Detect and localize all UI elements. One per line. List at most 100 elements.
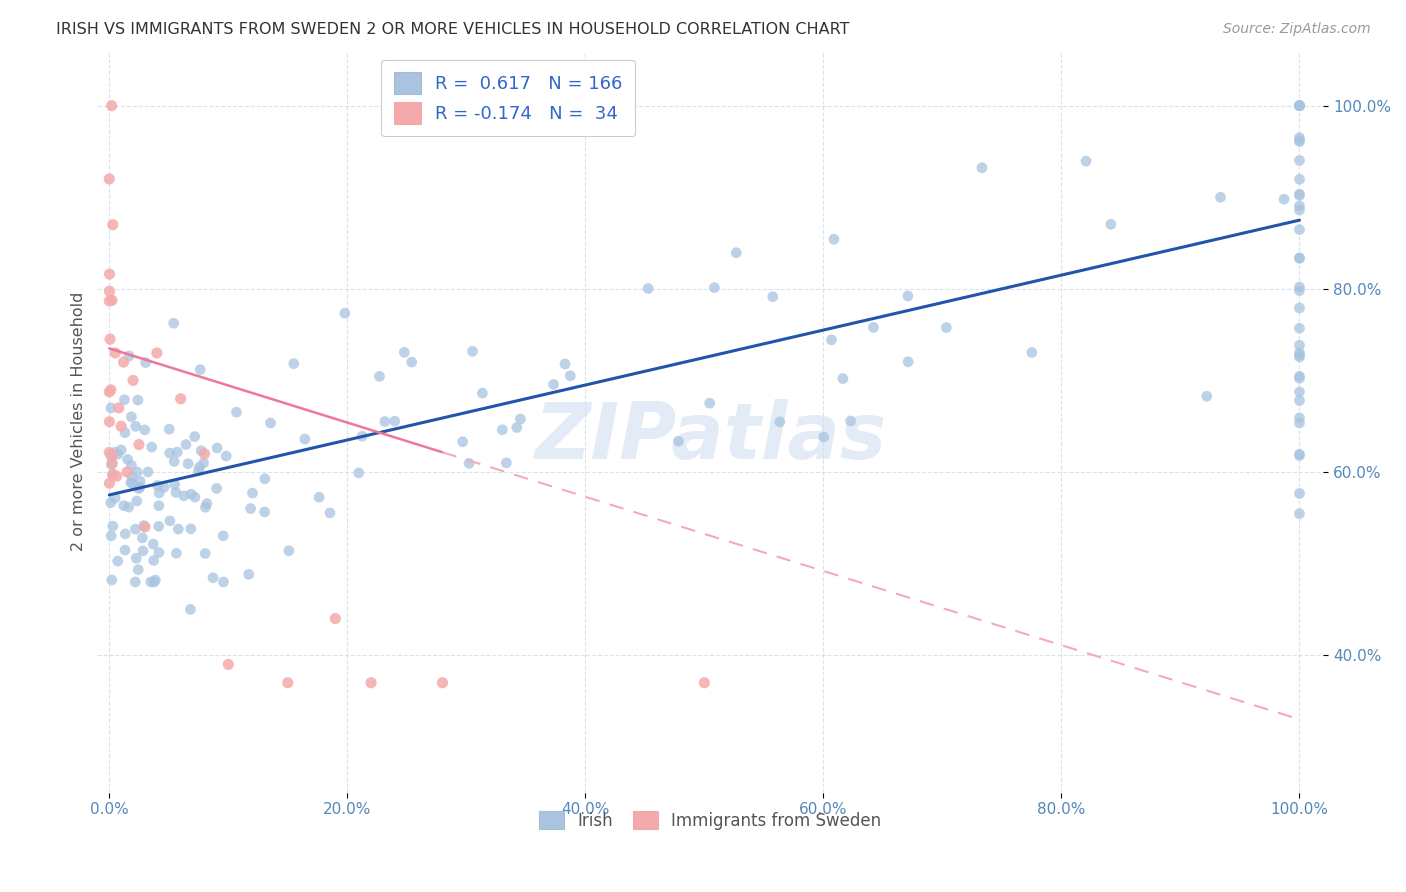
Point bbox=[205, 482, 228, 496]
Point bbox=[98, 445, 121, 459]
Point bbox=[509, 412, 531, 426]
Point bbox=[1288, 416, 1310, 430]
Point bbox=[101, 468, 124, 483]
Point bbox=[495, 456, 517, 470]
Point bbox=[1288, 447, 1310, 461]
Point bbox=[187, 464, 209, 478]
Point bbox=[897, 355, 920, 369]
Point bbox=[100, 401, 122, 415]
Point bbox=[1288, 284, 1310, 298]
Point bbox=[121, 458, 143, 473]
Point bbox=[1288, 135, 1310, 149]
Point bbox=[107, 401, 129, 415]
Point bbox=[1288, 202, 1310, 217]
Point bbox=[1288, 338, 1310, 352]
Point bbox=[1288, 172, 1310, 186]
Point bbox=[141, 440, 163, 454]
Point bbox=[769, 415, 792, 429]
Point bbox=[104, 491, 127, 505]
Point bbox=[451, 434, 474, 449]
Point bbox=[360, 675, 382, 690]
Point bbox=[117, 452, 139, 467]
Point bbox=[970, 161, 993, 175]
Point bbox=[194, 500, 217, 515]
Point bbox=[1288, 153, 1310, 168]
Point bbox=[1288, 251, 1310, 265]
Point bbox=[134, 423, 156, 437]
Point bbox=[703, 280, 725, 294]
Point bbox=[1288, 98, 1310, 112]
Point bbox=[122, 374, 145, 388]
Point bbox=[121, 469, 143, 483]
Point bbox=[169, 392, 191, 406]
Point bbox=[101, 467, 124, 482]
Point bbox=[114, 392, 136, 407]
Point bbox=[205, 441, 228, 455]
Point bbox=[125, 551, 148, 566]
Point bbox=[1288, 251, 1310, 265]
Point bbox=[813, 430, 835, 444]
Point bbox=[167, 522, 190, 536]
Point bbox=[277, 675, 299, 690]
Point bbox=[308, 490, 330, 504]
Point bbox=[259, 416, 281, 430]
Point bbox=[897, 289, 920, 303]
Point bbox=[148, 486, 170, 500]
Point bbox=[1288, 393, 1310, 408]
Point bbox=[491, 423, 513, 437]
Point bbox=[100, 458, 122, 472]
Point bbox=[129, 475, 152, 489]
Point bbox=[163, 316, 186, 330]
Point bbox=[166, 445, 188, 459]
Point bbox=[1074, 154, 1097, 169]
Point bbox=[177, 457, 200, 471]
Point bbox=[101, 293, 124, 308]
Point bbox=[120, 475, 142, 490]
Point bbox=[1288, 346, 1310, 360]
Point bbox=[120, 409, 142, 424]
Point bbox=[217, 657, 239, 672]
Point bbox=[1288, 411, 1310, 425]
Point bbox=[1288, 187, 1310, 202]
Point bbox=[1099, 217, 1122, 231]
Point bbox=[118, 349, 141, 363]
Point bbox=[98, 172, 121, 186]
Legend: Irish, Immigrants from Sweden: Irish, Immigrants from Sweden bbox=[533, 805, 889, 837]
Point bbox=[118, 500, 141, 514]
Point bbox=[194, 546, 217, 560]
Point bbox=[121, 476, 143, 491]
Point bbox=[1288, 222, 1310, 236]
Point bbox=[368, 369, 391, 384]
Point bbox=[294, 432, 316, 446]
Point bbox=[432, 675, 454, 690]
Text: ZIPatlas: ZIPatlas bbox=[534, 399, 886, 475]
Point bbox=[148, 519, 170, 533]
Point bbox=[165, 485, 187, 500]
Point bbox=[384, 414, 406, 428]
Point bbox=[165, 546, 187, 560]
Point bbox=[174, 437, 197, 451]
Point bbox=[1288, 98, 1310, 112]
Point bbox=[127, 393, 149, 408]
Point bbox=[114, 425, 136, 440]
Point bbox=[242, 486, 264, 500]
Point bbox=[212, 529, 235, 543]
Point bbox=[104, 346, 127, 360]
Point bbox=[1288, 348, 1310, 362]
Point bbox=[115, 465, 138, 479]
Point bbox=[110, 419, 132, 434]
Point bbox=[560, 368, 582, 383]
Point bbox=[132, 544, 155, 558]
Point bbox=[1288, 369, 1310, 384]
Point bbox=[179, 602, 201, 616]
Point bbox=[1288, 371, 1310, 385]
Point bbox=[100, 496, 122, 510]
Point bbox=[1288, 130, 1310, 145]
Point bbox=[128, 480, 150, 494]
Point bbox=[1288, 98, 1310, 112]
Point bbox=[1288, 280, 1310, 294]
Point bbox=[163, 454, 186, 468]
Point bbox=[333, 306, 356, 320]
Point bbox=[238, 567, 260, 582]
Point bbox=[699, 396, 721, 410]
